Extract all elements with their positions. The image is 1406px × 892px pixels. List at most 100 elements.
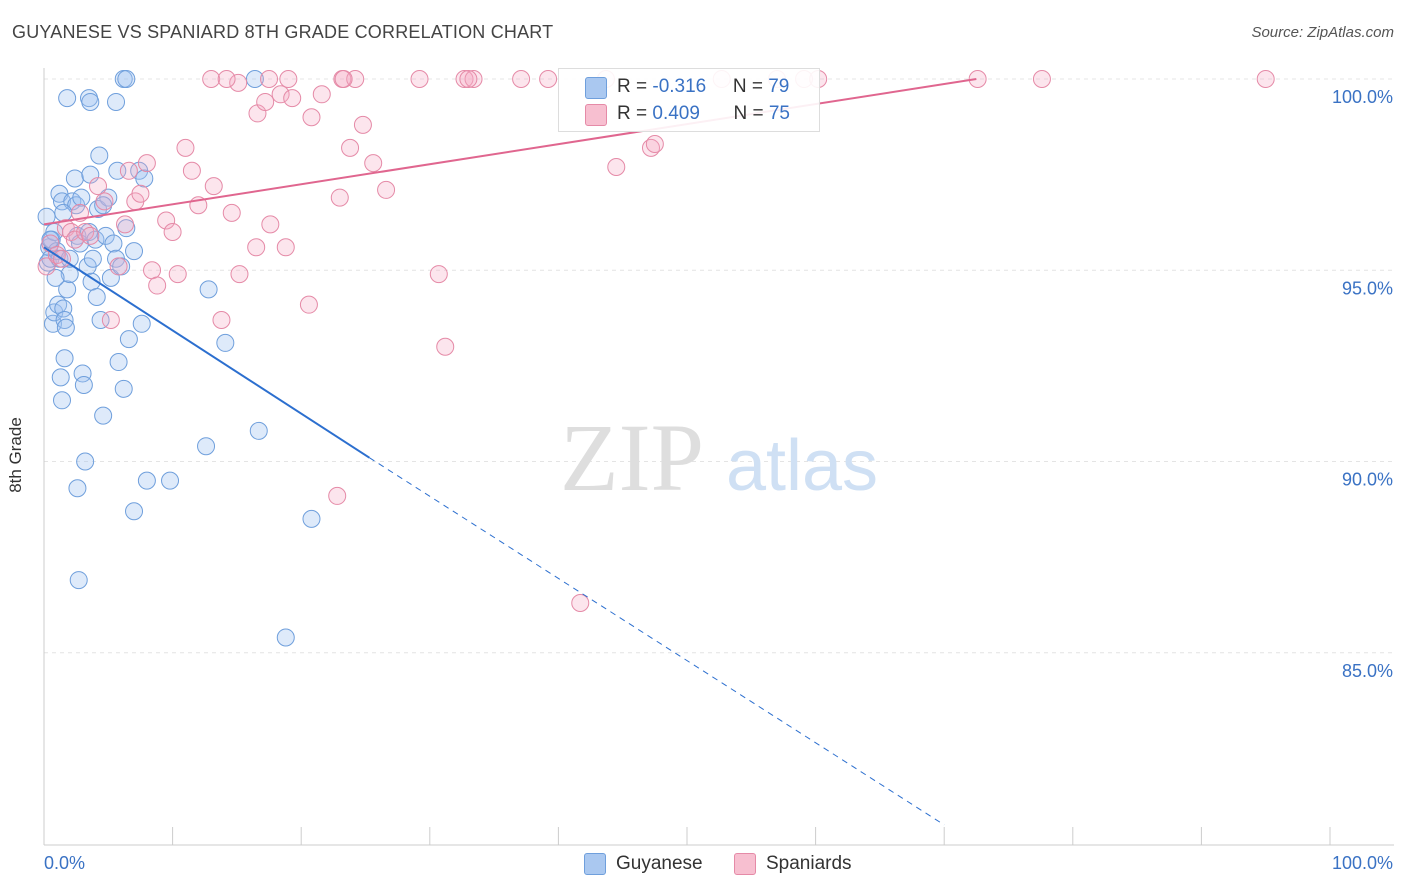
spaniards-point <box>157 211 176 230</box>
guyanese-point <box>68 479 87 498</box>
guyanese-point <box>91 310 110 329</box>
guyanese-trend-extension <box>369 457 945 826</box>
spaniards-point <box>260 70 279 88</box>
spaniards-point <box>247 238 266 257</box>
guyanese-point <box>94 406 113 425</box>
spaniards-point <box>330 188 349 207</box>
r-value: -0.316 <box>652 76 707 97</box>
guyanese-swatch <box>585 77 607 99</box>
spaniards-point <box>512 70 531 88</box>
spaniards-point <box>222 203 241 222</box>
spaniards-point <box>176 138 195 157</box>
spaniards-point <box>410 70 429 88</box>
spaniards-point <box>1256 70 1275 88</box>
spaniards-point <box>81 226 100 245</box>
spaniards-point <box>256 92 275 111</box>
guyanese-point <box>76 452 95 471</box>
spaniards-point <box>163 223 182 241</box>
y-tick-label: 90.0% <box>1342 470 1393 490</box>
guyanese-point <box>249 421 268 440</box>
spaniards-point <box>455 70 474 88</box>
watermark: ZIP atlas <box>560 404 878 511</box>
spaniards-point <box>353 115 372 134</box>
guyanese-point <box>276 628 295 647</box>
guyanese-trend-line <box>43 246 370 459</box>
guyanese-point <box>199 280 218 299</box>
guyanese-point <box>90 146 109 165</box>
spaniards-point <box>312 85 331 104</box>
spaniards-point <box>279 70 298 88</box>
r-label: R = <box>617 76 653 97</box>
spaniards-point <box>539 70 558 88</box>
guyanese-point <box>53 192 72 211</box>
guyanese-point <box>53 391 72 410</box>
spaniards-point <box>261 215 280 234</box>
legend-label: Guyanese <box>616 853 703 874</box>
spaniards-point <box>65 230 84 249</box>
guyanese-point <box>65 169 84 188</box>
guyanese-point <box>72 188 91 207</box>
guyanese-point <box>74 376 93 394</box>
spaniards-point <box>645 135 664 154</box>
spaniards-point <box>271 85 290 104</box>
spaniards-trend-line <box>43 78 977 226</box>
guyanese-point <box>69 571 88 590</box>
spaniards-point <box>459 70 478 88</box>
guyanese-point <box>55 349 74 368</box>
spaniards-point <box>212 310 231 329</box>
guyanese-point <box>216 333 235 352</box>
spaniards-point <box>143 261 162 280</box>
n-value: 75 <box>768 103 790 124</box>
guyanese-point <box>60 265 79 284</box>
guyanese-point <box>137 471 156 490</box>
spaniards-point <box>119 161 138 180</box>
guyanese-point <box>55 310 74 329</box>
spaniards-point <box>109 257 128 276</box>
guyanese-point <box>83 249 102 268</box>
spaniards-point <box>202 70 221 88</box>
n-label: N = <box>733 103 769 124</box>
spaniards-point <box>89 177 108 196</box>
guyanese-point <box>56 318 75 337</box>
grid-lines <box>44 78 1394 654</box>
spaniards-point <box>137 154 156 173</box>
spaniards-point <box>229 73 248 92</box>
spaniards-point <box>182 161 201 180</box>
guyanese-point <box>87 288 106 307</box>
watermark-zip: ZIP <box>560 404 704 511</box>
spaniards-point <box>168 265 187 284</box>
guyanese-point <box>107 92 126 111</box>
guyanese-point <box>54 203 73 222</box>
guyanese-point <box>109 353 128 372</box>
correlation-legend: R = -0.316 N = 79 R = 0.409 N = 75 <box>558 68 820 132</box>
spaniards-point <box>968 70 987 88</box>
y-tick-label: 100.0% <box>1332 87 1393 107</box>
guyanese-point <box>245 70 264 88</box>
n-label: N = <box>732 76 769 97</box>
spaniards-point <box>341 138 360 157</box>
spaniards-point <box>148 276 167 295</box>
guyanese-point <box>41 230 60 249</box>
axes <box>43 68 1394 846</box>
source-label: Source: ZipAtlas.com <box>1251 24 1394 41</box>
guyanese-point <box>135 169 154 188</box>
y-tick-label: 95.0% <box>1342 278 1393 298</box>
n-value: 79 <box>768 76 790 97</box>
x-tick-label: 0.0% <box>44 853 85 873</box>
spaniards-point <box>429 265 448 284</box>
guyanese-point <box>81 92 100 111</box>
guyanese-point <box>132 314 151 333</box>
spaniards-swatch <box>585 104 607 126</box>
chart-title: GUYANESE VS SPANIARD 8TH GRADE CORRELATI… <box>12 22 554 42</box>
spaniards-point <box>436 337 455 356</box>
spaniards-point <box>334 70 353 88</box>
r-value: 0.409 <box>652 103 700 124</box>
guyanese-point <box>73 364 92 383</box>
spaniards-point <box>276 238 295 257</box>
guyanese-point <box>125 502 144 521</box>
spaniards-point <box>464 70 483 88</box>
spaniards-point <box>1032 70 1051 88</box>
spaniards-point <box>101 310 120 329</box>
spaniards-point <box>571 594 590 613</box>
